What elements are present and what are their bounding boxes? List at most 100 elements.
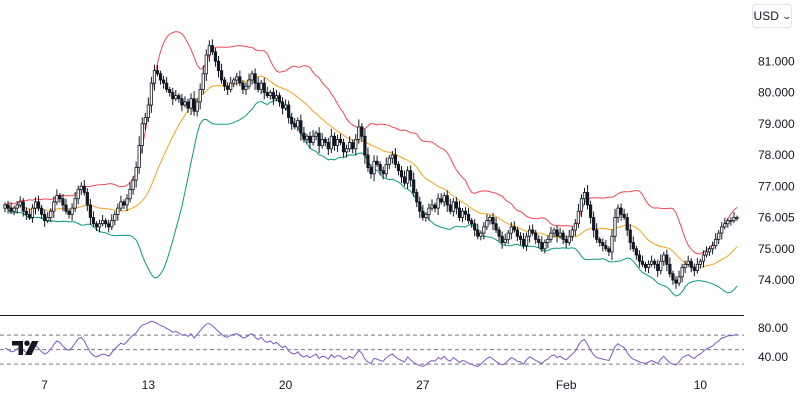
candle-body [387, 157, 391, 165]
candle [12, 205, 16, 216]
candle-body [595, 229, 599, 240]
candle-body [104, 220, 108, 225]
candle-body [171, 92, 175, 100]
candle-body [18, 201, 22, 206]
candle [598, 236, 602, 247]
candle [381, 166, 385, 180]
candle [82, 180, 86, 196]
candle-body [662, 254, 666, 262]
candle-body [729, 220, 733, 223]
candle [332, 132, 337, 151]
currency-label: USD [753, 9, 779, 23]
candle-body [460, 210, 465, 218]
candle [128, 182, 132, 203]
candle-body [677, 276, 681, 284]
candle-body [341, 142, 346, 153]
candle-body [695, 263, 699, 272]
candle-body [24, 210, 28, 215]
candle [509, 222, 513, 240]
candle-body [180, 98, 184, 106]
candle-body [207, 45, 211, 56]
candle [375, 155, 379, 167]
candle-body [204, 54, 208, 75]
bollinger-bands [4, 31, 738, 297]
candle-body [479, 232, 483, 237]
candle-body [30, 207, 35, 218]
candle [271, 87, 276, 105]
candle-body [454, 201, 459, 209]
candle-body [125, 198, 129, 206]
candle [735, 215, 739, 221]
candle-body [82, 185, 86, 193]
candle [622, 208, 626, 220]
time-tick-label: 10 [694, 378, 708, 392]
candle [186, 98, 190, 113]
candle-body [570, 229, 574, 237]
candle [58, 193, 62, 203]
candle-body [445, 195, 449, 206]
candle [677, 270, 681, 287]
candle-body [555, 229, 559, 237]
candle-body [137, 145, 141, 168]
candle-body [503, 238, 507, 243]
candle [662, 251, 666, 266]
candle-body [210, 45, 214, 53]
candle [250, 70, 254, 85]
candle [460, 208, 465, 223]
candle [296, 117, 300, 132]
candle [201, 65, 205, 95]
candle [302, 126, 306, 143]
candle-body [723, 223, 727, 228]
candle [256, 76, 260, 93]
candle-body [473, 223, 477, 231]
candle [701, 250, 706, 268]
candle [634, 245, 638, 260]
candle-body [280, 101, 285, 109]
candle-body [238, 76, 242, 84]
candle-body [714, 238, 718, 247]
candle [439, 193, 443, 205]
candle-body [311, 135, 315, 143]
candle [512, 221, 516, 233]
candle-body [622, 213, 626, 218]
candle [134, 161, 138, 188]
lower-band-line [4, 99, 738, 297]
candle [650, 255, 654, 267]
candle-body [521, 238, 526, 247]
candle-body [134, 167, 138, 181]
candle-body [534, 232, 538, 240]
candle [515, 226, 520, 241]
candle [158, 70, 163, 85]
candle [558, 227, 562, 239]
candle-body [192, 98, 196, 112]
candle-body [711, 245, 715, 250]
candle [88, 199, 92, 225]
candle-body [326, 142, 330, 150]
candle [491, 212, 495, 230]
candle [232, 77, 236, 88]
candle-body [55, 195, 59, 203]
candle-body [418, 201, 422, 212]
candle [46, 211, 50, 224]
candle-body [701, 254, 706, 262]
candle-body [384, 163, 388, 175]
candle-body [698, 260, 703, 265]
candle [219, 63, 224, 84]
candle [521, 233, 526, 249]
rsi-line [4, 320, 738, 367]
candle-body [348, 142, 352, 150]
candle-body [637, 254, 642, 262]
candle-body [317, 132, 321, 147]
candle [290, 112, 294, 130]
candle-body [128, 188, 132, 200]
candle [616, 204, 620, 223]
candle [549, 226, 553, 243]
candle-body [195, 101, 199, 112]
currency-selector-button[interactable]: USD ⌄ [752, 4, 792, 28]
candle [131, 176, 135, 195]
candle-body [683, 263, 687, 268]
candle [253, 68, 257, 90]
candle [564, 235, 568, 249]
candle-body [579, 198, 584, 212]
